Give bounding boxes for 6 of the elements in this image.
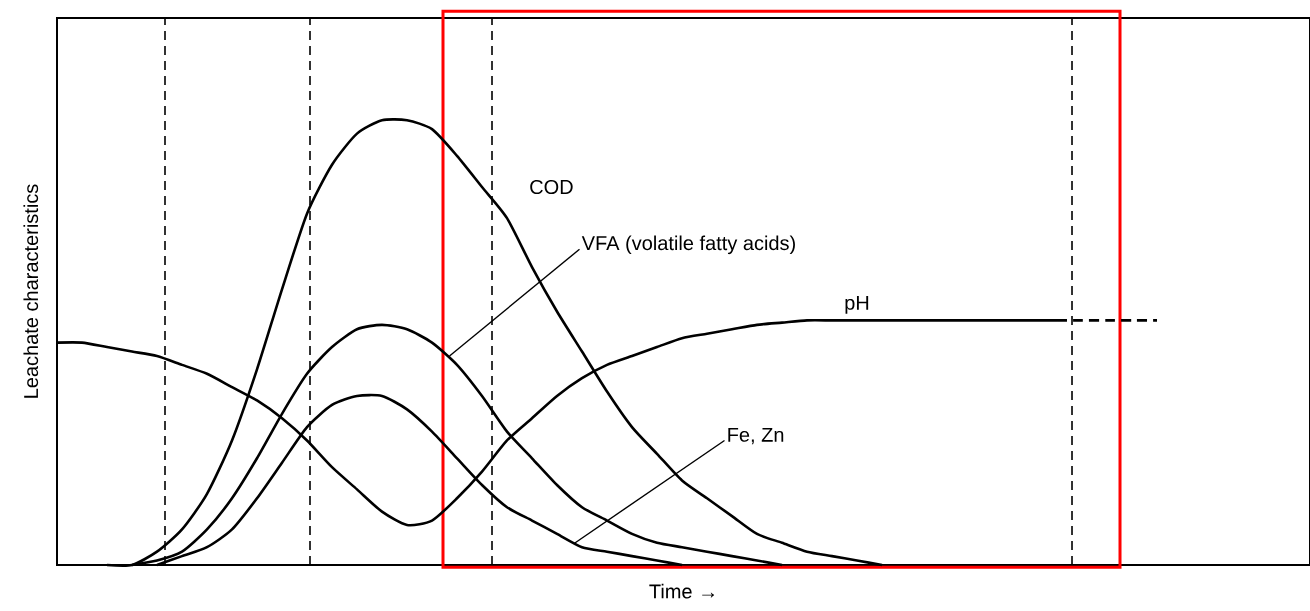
y-axis-title: Leachate characteristics xyxy=(23,184,39,398)
x-axis-title: Time → xyxy=(649,583,715,599)
series-label: pH xyxy=(845,295,869,314)
text: VFA (volatile fatty acids) xyxy=(581,235,795,255)
series-label: COD xyxy=(530,179,573,195)
text: Fe, Zn xyxy=(728,427,784,445)
